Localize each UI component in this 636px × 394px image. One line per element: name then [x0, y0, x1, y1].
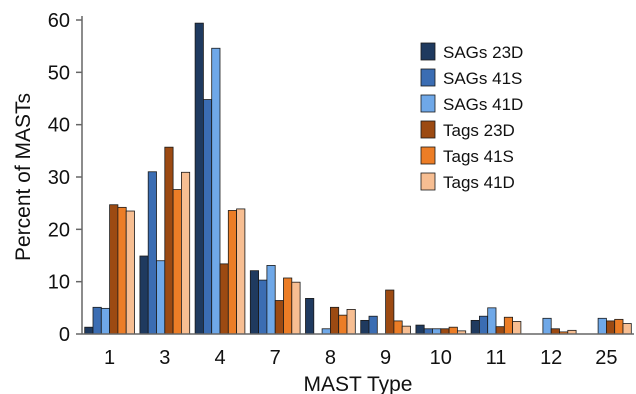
bar: [606, 320, 616, 335]
bar: [92, 306, 102, 335]
bar: [440, 328, 450, 335]
bar: [338, 314, 348, 335]
bar: [432, 328, 442, 335]
legend-swatch: [420, 68, 436, 87]
legend: SAGs 23D SAGs 41S SAGs 41D Tags 23D Tags 41S…: [420, 42, 523, 192]
y-tick-label: 30: [48, 167, 70, 189]
bar: [180, 171, 191, 335]
bar: [236, 208, 246, 335]
x-tick-label: 1: [104, 347, 115, 369]
y-tick-label: 10: [48, 272, 70, 294]
bar: [194, 22, 204, 335]
legend-label: SAGs 41D: [443, 95, 523, 114]
bar: [401, 325, 411, 335]
y-tick-label: 50: [48, 62, 70, 84]
bar: [125, 210, 135, 335]
bar: [249, 270, 260, 335]
y-axis-title: Percent of MASTs: [12, 93, 35, 261]
bar: [542, 317, 552, 335]
x-tick-label: 10: [430, 347, 452, 369]
bar: [156, 260, 166, 335]
x-tick-label: 3: [159, 347, 170, 369]
bar: [622, 323, 632, 335]
legend-label: Tags 23D: [443, 121, 515, 140]
bar: [448, 326, 458, 335]
x-tick-label: 12: [540, 347, 562, 369]
legend-swatch: [420, 120, 436, 139]
y-tick-label: 0: [59, 324, 70, 346]
bar: [512, 321, 522, 335]
bar: [211, 47, 221, 335]
x-tick-label: 4: [214, 347, 225, 369]
bar: [495, 326, 505, 335]
y-tick-label: 20: [48, 219, 70, 241]
bar: [487, 307, 497, 335]
bars-group: [84, 22, 632, 335]
x-tick-label: 8: [325, 347, 336, 369]
bar: [470, 319, 480, 335]
bar: [614, 318, 624, 335]
bar: [100, 307, 111, 335]
x-ticks-group: 1 3 4 7 8 9 10 11 12 25: [104, 347, 617, 369]
x-tick-label: 9: [380, 347, 391, 369]
bar: [550, 328, 560, 335]
bar: [283, 277, 293, 335]
bar: [227, 210, 238, 335]
legend-label: SAGs 41S: [443, 69, 522, 88]
bar: [147, 171, 157, 335]
y-tick-label: 60: [48, 10, 70, 32]
bar: [109, 204, 119, 335]
bar: [219, 263, 229, 335]
legend-label: Tags 41S: [443, 147, 514, 166]
y-tick-label: 40: [48, 115, 70, 137]
legend-swatch: [420, 146, 436, 165]
x-tick-label: 25: [595, 347, 617, 369]
bar: [164, 146, 174, 335]
legend-label: SAGs 23D: [443, 43, 523, 62]
bar: [172, 189, 182, 335]
legend-label: Tags 41D: [443, 173, 515, 192]
bar: [329, 306, 340, 335]
bar: [117, 206, 127, 335]
bar: [305, 298, 315, 335]
bar: [423, 328, 433, 335]
bar: [368, 315, 378, 335]
bar: [597, 317, 607, 335]
bar: [346, 308, 356, 335]
bar: [291, 281, 301, 335]
bar: [503, 316, 513, 335]
bar: [139, 255, 149, 335]
bar: [258, 279, 268, 335]
x-tick-label: 11: [486, 347, 507, 369]
bar: [274, 300, 284, 335]
bar: [84, 326, 94, 335]
bar: [360, 319, 370, 335]
bar: [202, 99, 213, 335]
bar: [478, 315, 489, 335]
bar: [266, 265, 276, 335]
bar: [393, 320, 403, 335]
y-ticks-group: 0 10 20 30 40 50 60: [48, 10, 82, 346]
bar: [385, 289, 395, 335]
legend-swatch: [420, 94, 436, 113]
legend-swatch: [420, 42, 436, 61]
bar: [321, 328, 331, 335]
x-axis-title: MAST Type: [304, 373, 413, 394]
bar: [415, 324, 425, 335]
legend-swatch: [420, 172, 436, 191]
x-tick-label: 7: [270, 347, 281, 369]
